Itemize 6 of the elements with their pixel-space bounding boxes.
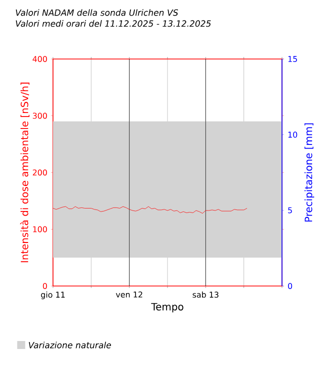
y-axis-title: Intensità di dose ambientale [nSv/h] — [20, 82, 30, 262]
legend-label: Variazione naturale — [28, 342, 111, 348]
x-axis-title: Tempo — [151, 303, 184, 312]
chart-title: Valori NADAM della sonda Ulrichen VS — [16, 9, 178, 16]
y2-axis-title: Precipitazione [mm] — [304, 123, 314, 222]
chart-subtitle: Valori medi orari del 11.12.2025 - 13.12.2025 — [16, 20, 211, 27]
